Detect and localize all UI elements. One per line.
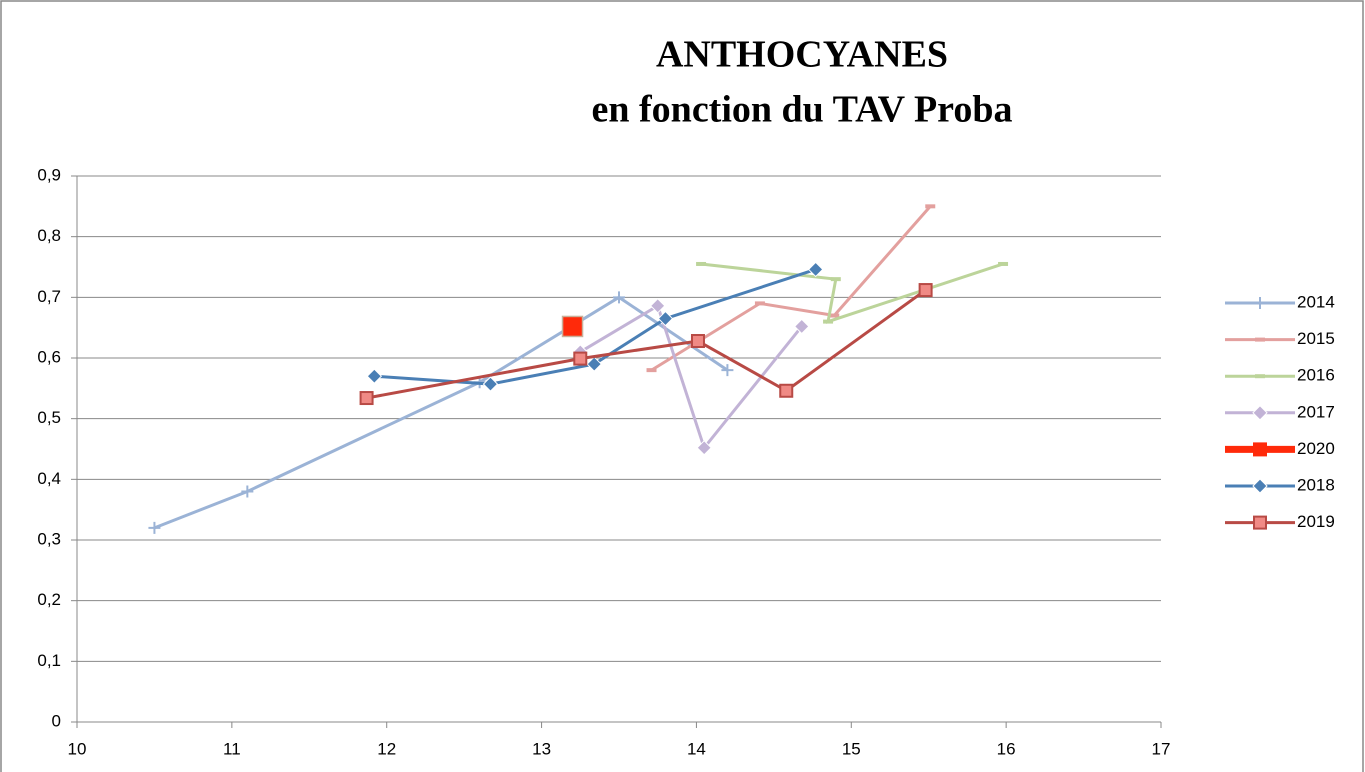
marker xyxy=(721,364,734,377)
marker xyxy=(690,334,705,349)
legend-marker xyxy=(1254,297,1266,309)
y-tick-label: 0,9 xyxy=(37,165,61,184)
chart-title: en fonction du TAV Proba xyxy=(592,89,1013,131)
legend-marker xyxy=(1252,478,1268,494)
series-line xyxy=(650,205,932,372)
legend-marker xyxy=(1253,442,1267,457)
marker xyxy=(573,351,588,366)
y-tick-label: 0,5 xyxy=(37,408,61,427)
marker xyxy=(918,283,933,298)
legend-label: 2015 xyxy=(1297,329,1335,348)
legend-label: 2016 xyxy=(1297,366,1335,385)
y-tick-label: 0,3 xyxy=(37,529,61,548)
series-line xyxy=(579,303,803,451)
marker xyxy=(779,383,794,398)
x-tick-label: 14 xyxy=(687,739,706,758)
y-tick-label: 0 xyxy=(52,711,61,730)
x-tick-label: 12 xyxy=(377,739,396,758)
legend-label: 2018 xyxy=(1297,475,1335,494)
marker xyxy=(366,368,383,384)
x-tick-label: 13 xyxy=(532,739,551,758)
marker xyxy=(359,391,374,406)
marker xyxy=(482,376,499,392)
marker xyxy=(586,356,602,372)
legend-marker xyxy=(1253,515,1267,530)
legend-marker xyxy=(1252,405,1268,421)
marker xyxy=(657,310,674,327)
marker xyxy=(807,261,824,278)
legend-label: 2014 xyxy=(1297,292,1335,311)
legend-label: 2020 xyxy=(1297,439,1335,458)
marker xyxy=(241,485,254,498)
marker xyxy=(650,298,666,314)
y-tick-label: 0,4 xyxy=(37,469,61,488)
marker xyxy=(794,318,810,335)
series-line xyxy=(700,262,1004,324)
y-tick-label: 0,2 xyxy=(37,590,61,609)
chart-title: ANTHOCYANES xyxy=(656,34,948,76)
x-tick-label: 10 xyxy=(68,739,87,758)
x-tick-label: 17 xyxy=(1152,739,1171,758)
x-tick-label: 11 xyxy=(223,739,241,758)
y-tick-label: 0,8 xyxy=(37,226,61,245)
y-tick-label: 0,1 xyxy=(37,651,61,670)
y-tick-label: 0,6 xyxy=(37,347,61,366)
legend-label: 2019 xyxy=(1297,512,1335,531)
x-tick-label: 16 xyxy=(997,739,1016,758)
x-tick-label: 15 xyxy=(842,739,861,758)
marker xyxy=(696,440,712,456)
marker xyxy=(148,521,161,534)
marker xyxy=(561,315,584,338)
y-tick-label: 0,7 xyxy=(37,287,61,306)
marker xyxy=(613,291,625,304)
legend-label: 2017 xyxy=(1297,402,1335,421)
